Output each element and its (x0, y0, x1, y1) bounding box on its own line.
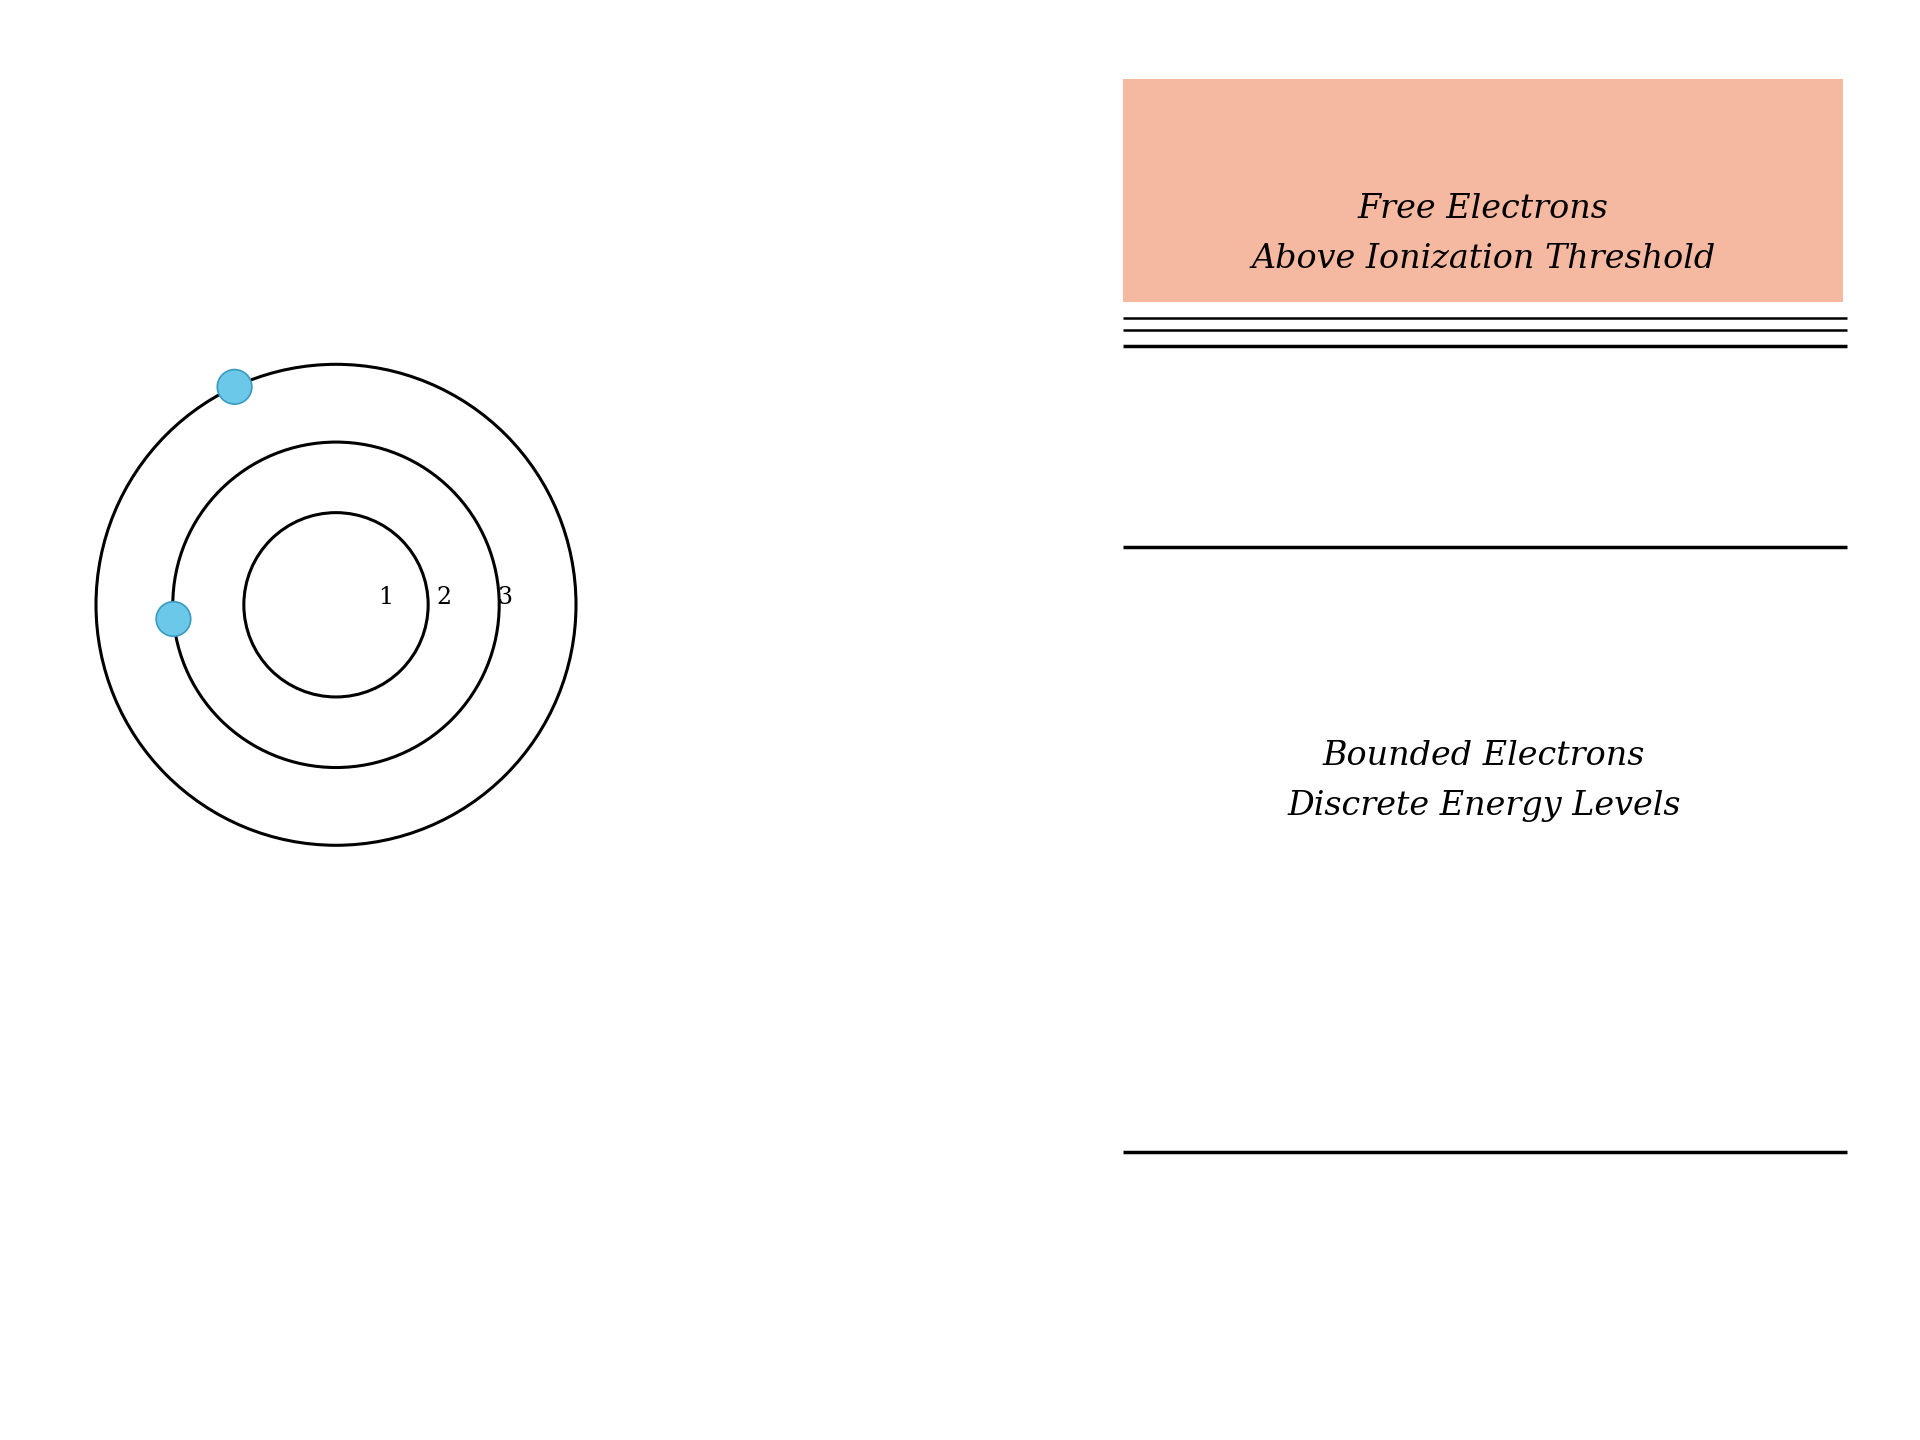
Text: Discrete Energy Levels: Discrete Energy Levels (1288, 791, 1680, 822)
FancyBboxPatch shape (1123, 79, 1843, 302)
Ellipse shape (217, 370, 252, 405)
Text: Bounded Electrons: Bounded Electrons (1323, 740, 1645, 772)
Text: 2: 2 (436, 586, 451, 609)
Text: Free Electrons: Free Electrons (1357, 193, 1609, 225)
Text: Above Ionization Threshold: Above Ionization Threshold (1252, 243, 1715, 275)
Ellipse shape (156, 602, 190, 636)
Text: 1: 1 (378, 586, 394, 609)
Text: 3: 3 (497, 586, 513, 609)
